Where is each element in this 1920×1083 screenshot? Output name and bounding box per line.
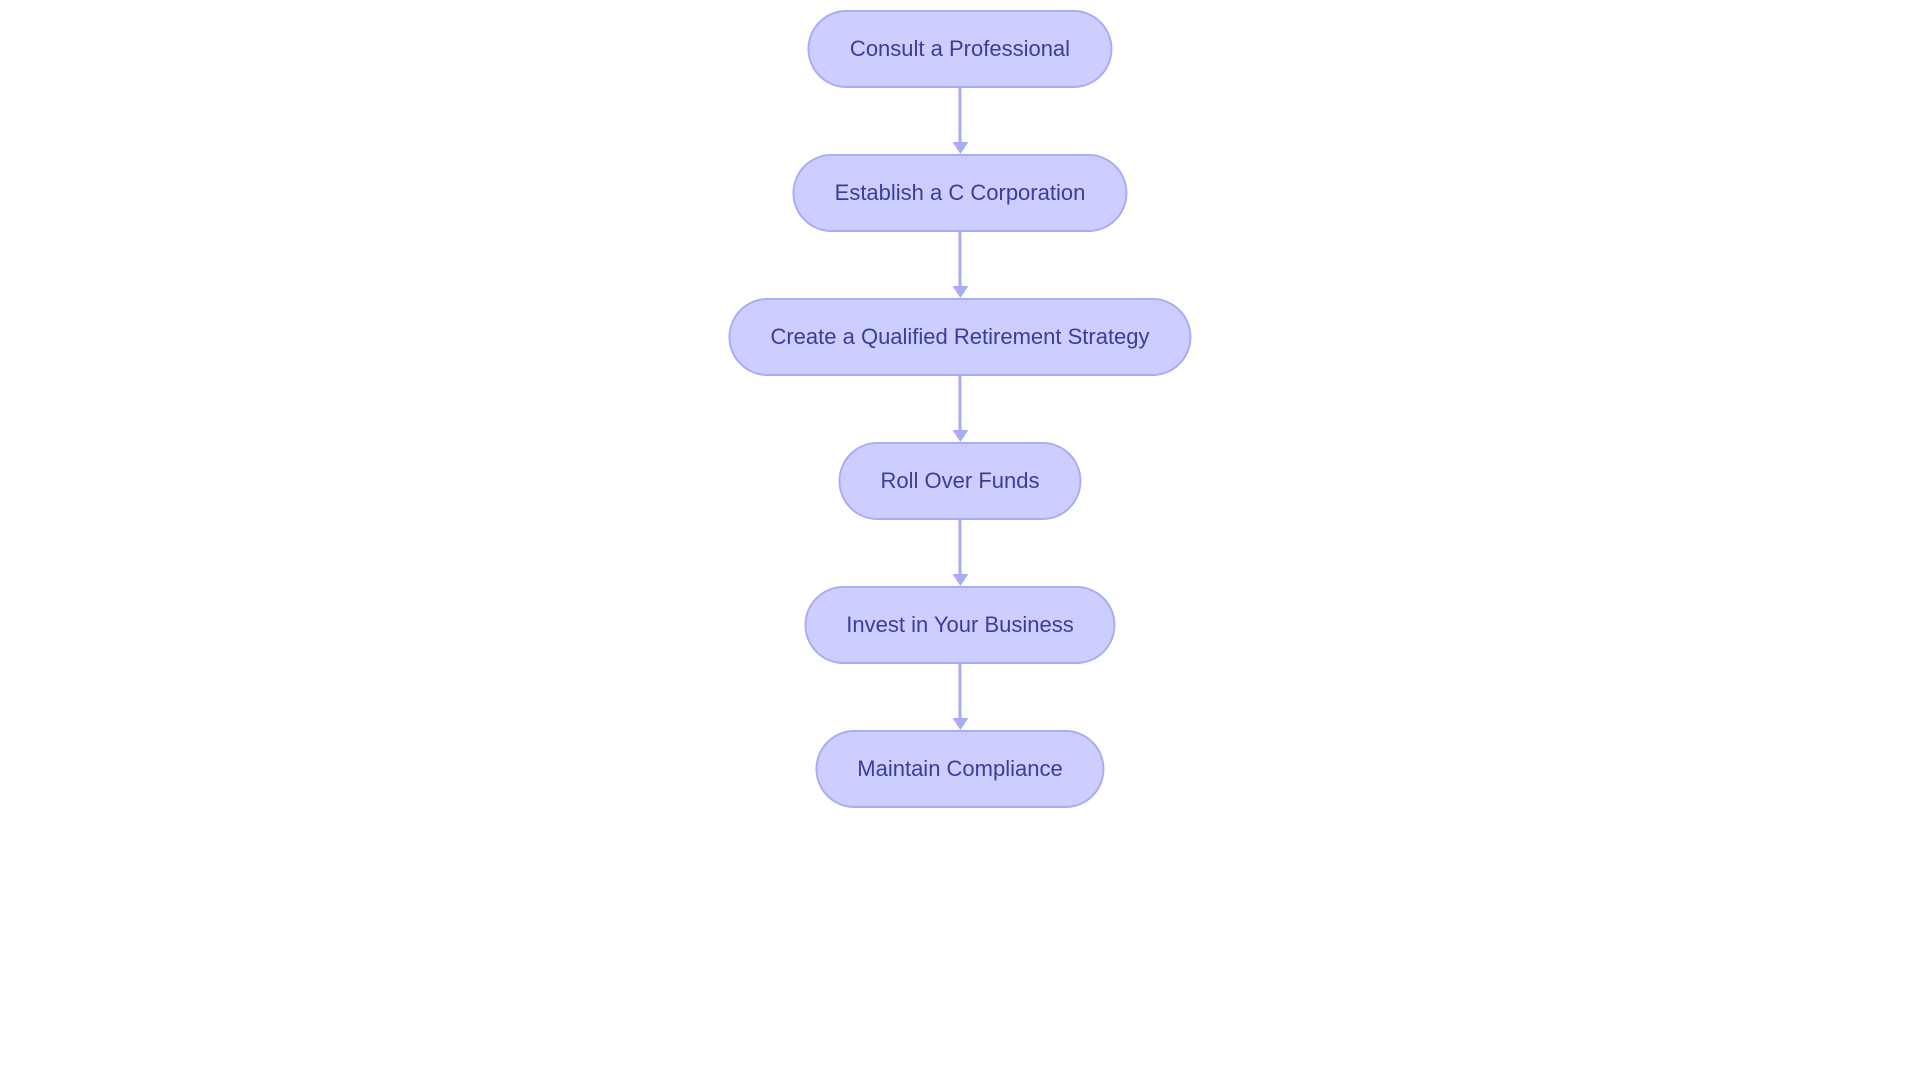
flowchart-node: Roll Over Funds — [839, 442, 1082, 520]
arrow-line — [958, 232, 961, 286]
flowchart-node: Invest in Your Business — [804, 586, 1115, 664]
flowchart-arrow — [952, 664, 968, 730]
arrow-head-icon — [952, 430, 968, 442]
arrow-head-icon — [952, 142, 968, 154]
flowchart-arrow — [952, 232, 968, 298]
arrow-head-icon — [952, 286, 968, 298]
flowchart-node: Maintain Compliance — [815, 730, 1104, 808]
flowchart-arrow — [952, 520, 968, 586]
arrow-head-icon — [952, 574, 968, 586]
arrow-line — [958, 376, 961, 430]
flowchart-arrow — [952, 88, 968, 154]
flowchart-node: Consult a Professional — [808, 10, 1112, 88]
arrow-line — [958, 520, 961, 574]
flowchart-container: Consult a Professional Establish a C Corp… — [728, 10, 1191, 808]
arrow-line — [958, 664, 961, 718]
arrow-head-icon — [952, 718, 968, 730]
flowchart-node: Create a Qualified Retirement Strategy — [728, 298, 1191, 376]
flowchart-arrow — [952, 376, 968, 442]
flowchart-node: Establish a C Corporation — [793, 154, 1128, 232]
arrow-line — [958, 88, 961, 142]
